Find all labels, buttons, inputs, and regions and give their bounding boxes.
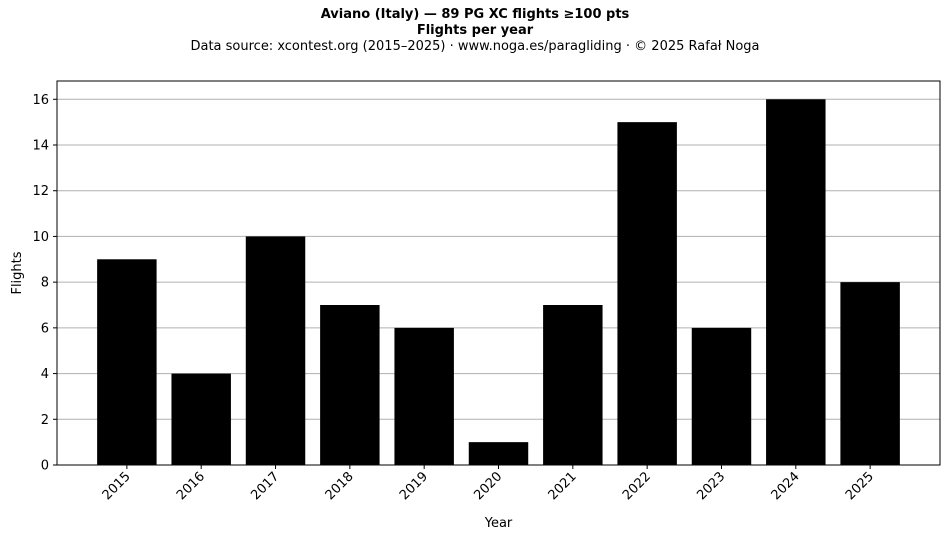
bar-2021 [543, 305, 603, 465]
y-tick-label: 4 [41, 367, 49, 382]
bar-2024 [766, 99, 826, 466]
x-axis-ticks: 2015 2016 2017 2018 2019 2020 2021 2022 2023 2024… [100, 465, 877, 503]
y-tick-label: 14 [32, 139, 49, 154]
x-tick-label: 2016 [174, 469, 208, 503]
y-tick-label: 0 [41, 459, 49, 474]
x-tick-label: 2017 [248, 469, 282, 503]
bar-2019 [394, 327, 454, 465]
y-axis-ticks: 0 2 4 6 8 10 12 14 16 [32, 93, 57, 474]
y-tick-label: 16 [32, 93, 49, 108]
y-tick-label: 8 [41, 276, 49, 291]
bar-2022 [617, 122, 677, 466]
x-tick-label: 2025 [843, 469, 877, 503]
bar-2015 [97, 259, 157, 465]
x-tick-label: 2024 [769, 469, 803, 503]
bar-2018 [320, 305, 380, 465]
x-tick-label: 2015 [100, 469, 134, 503]
x-tick-label: 2019 [397, 469, 431, 503]
y-tick-label: 10 [32, 230, 49, 245]
chart-subtitle: Flights per year [416, 23, 534, 38]
bar-2016 [171, 373, 231, 465]
y-tick-label: 12 [32, 184, 49, 199]
bars [97, 99, 900, 466]
x-tick-label: 2020 [471, 469, 505, 503]
chart-header: Aviano (Italy) — 89 PG XC flights ≥100 p… [0, 7, 950, 55]
bar-2025 [840, 282, 900, 465]
x-axis-label: Year [484, 516, 513, 531]
x-tick-label: 2021 [546, 469, 580, 503]
y-tick-label: 6 [41, 321, 49, 336]
y-tick-label: 2 [41, 413, 49, 428]
y-axis-label: Flights [10, 251, 25, 294]
x-tick-label: 2022 [620, 469, 654, 503]
bar-2020 [468, 442, 529, 465]
chart-title: Aviano (Italy) — 89 PG XC flights ≥100 p… [320, 7, 630, 22]
x-tick-label: 2023 [694, 469, 728, 503]
chart-source-note: Data source: xcontest.org (2015–2025) · … [190, 39, 760, 54]
x-tick-label: 2018 [323, 469, 357, 503]
bar-2017 [245, 236, 306, 465]
bar-2023 [691, 327, 752, 465]
